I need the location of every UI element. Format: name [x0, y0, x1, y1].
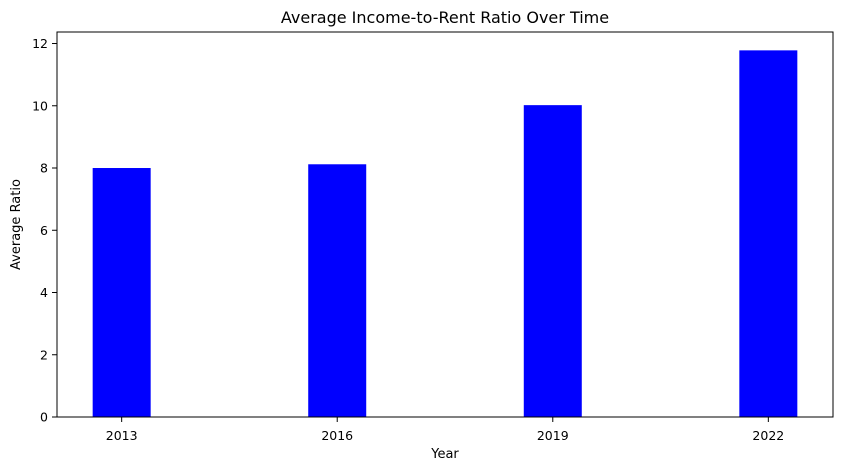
x-tick-label: 2016	[321, 428, 353, 443]
y-tick-label: 10	[32, 98, 48, 113]
plot-area	[92, 50, 798, 418]
chart-title: Average Income-to-Rent Ratio Over Time	[281, 8, 609, 27]
y-axis-label: Average Ratio	[9, 179, 24, 270]
x-axis: 2013 2016 2019 2022	[106, 417, 784, 443]
y-tick-label: 0	[40, 410, 48, 425]
y-tick-label: 2	[40, 347, 48, 362]
y-tick-label: 6	[40, 223, 48, 238]
plot-frame	[56, 31, 834, 418]
x-tick-label: 2019	[537, 428, 569, 443]
x-tick-label: 2013	[106, 428, 138, 443]
x-axis-label: Year	[430, 447, 459, 462]
y-axis: 0 2 4 6 8 10 12	[32, 36, 57, 425]
y-tick-label: 12	[32, 36, 48, 51]
bar-2019	[523, 105, 582, 417]
y-tick-label: 8	[40, 161, 48, 176]
x-tick-label: 2022	[752, 428, 784, 443]
bar-2013	[92, 168, 151, 417]
y-tick-label: 4	[40, 285, 48, 300]
bar-2016	[308, 164, 367, 417]
bar-2022	[739, 50, 798, 418]
